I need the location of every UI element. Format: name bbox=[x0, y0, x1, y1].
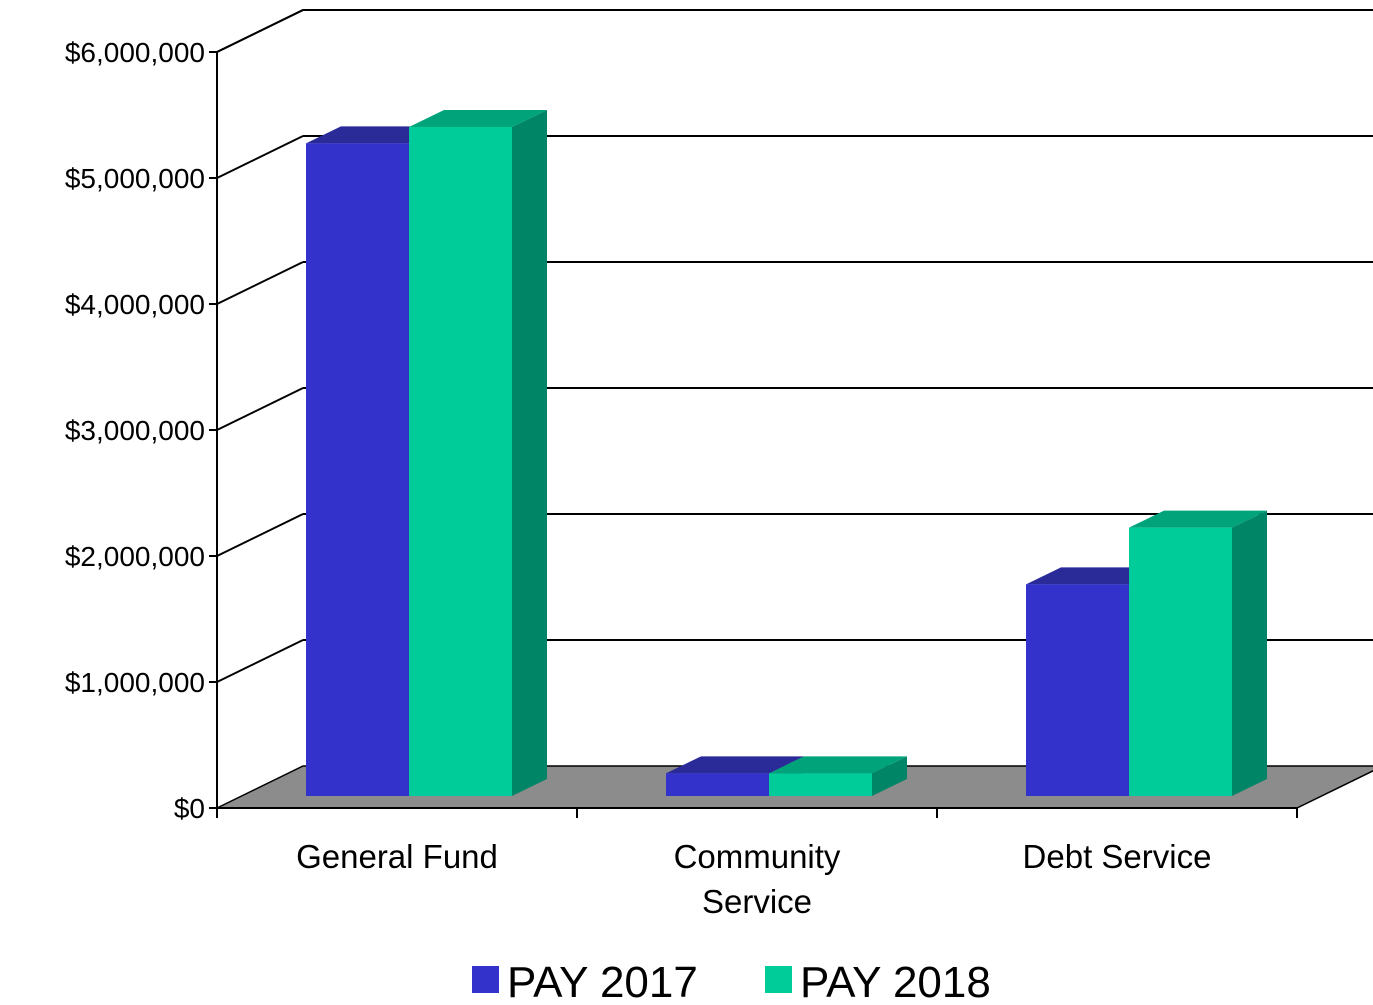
y-tick-label: $3,000,000 bbox=[65, 415, 205, 446]
x-category-label: Community bbox=[674, 838, 841, 875]
bar-front bbox=[1129, 528, 1232, 796]
y-tick-labels: $0 $1,000,000 $2,000,000 $3,000,000 $4,000,0… bbox=[65, 37, 205, 824]
legend-item: PAY 2017 bbox=[472, 958, 698, 1005]
chart-walls bbox=[217, 10, 1373, 52]
bar bbox=[1129, 511, 1267, 796]
legend-swatch bbox=[472, 966, 499, 993]
bar-side bbox=[512, 110, 547, 796]
legend: PAY 2017 PAY 2018 bbox=[472, 958, 991, 1005]
legend-label: PAY 2018 bbox=[800, 958, 991, 1005]
bar bbox=[409, 110, 547, 796]
gridline-wall bbox=[217, 388, 303, 430]
bar-front bbox=[1026, 584, 1129, 796]
bar-front bbox=[409, 127, 512, 796]
y-tick-label: $2,000,000 bbox=[65, 541, 205, 572]
y-tick-label: $4,000,000 bbox=[65, 289, 205, 320]
gridline-wall bbox=[217, 514, 303, 556]
y-tick-label: $0 bbox=[174, 793, 205, 824]
legend-item: PAY 2018 bbox=[765, 958, 991, 1005]
legend-label: PAY 2017 bbox=[507, 958, 698, 1005]
gridline-wall bbox=[217, 136, 303, 178]
bar-side bbox=[1232, 511, 1267, 796]
gridline-wall bbox=[217, 10, 303, 52]
x-category-label: General Fund bbox=[296, 838, 498, 875]
bar-front bbox=[666, 773, 769, 796]
gridline-wall bbox=[217, 262, 303, 304]
x-category-label: Service bbox=[702, 883, 812, 920]
legend-swatch bbox=[765, 966, 792, 993]
gridline-wall bbox=[217, 640, 303, 682]
x-category-label: Debt Service bbox=[1023, 838, 1212, 875]
y-tick-label: $1,000,000 bbox=[65, 667, 205, 698]
bar-front bbox=[306, 143, 409, 796]
y-tick-label: $5,000,000 bbox=[65, 163, 205, 194]
bars bbox=[306, 110, 1267, 796]
bar-front bbox=[769, 773, 872, 796]
x-category-labels: General Fund Community Service Debt Service bbox=[296, 838, 1211, 920]
wall-top-edge bbox=[217, 10, 1373, 52]
y-tick-label: $6,000,000 bbox=[65, 37, 205, 68]
